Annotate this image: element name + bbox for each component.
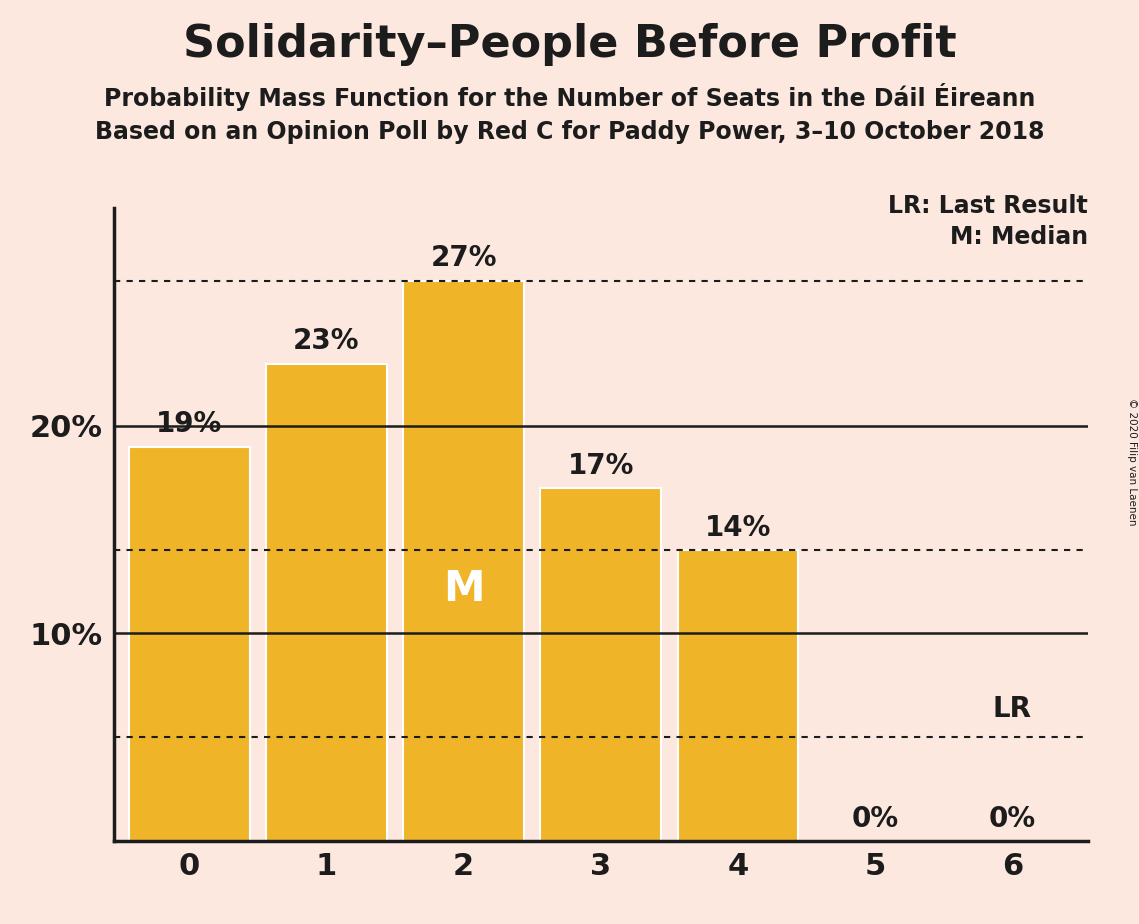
Text: M: Median: M: Median [950, 225, 1088, 249]
Text: Probability Mass Function for the Number of Seats in the Dáil Éireann: Probability Mass Function for the Number… [104, 83, 1035, 111]
Text: Based on an Opinion Poll by Red C for Paddy Power, 3–10 October 2018: Based on an Opinion Poll by Red C for Pa… [95, 120, 1044, 144]
Text: 14%: 14% [705, 514, 771, 542]
Text: 23%: 23% [293, 327, 360, 355]
Text: 0%: 0% [852, 805, 899, 833]
Bar [129, 446, 249, 841]
Bar [267, 363, 387, 841]
Bar [403, 281, 524, 841]
Bar [678, 551, 798, 841]
Bar [541, 488, 661, 841]
Text: M: M [443, 567, 484, 610]
Text: 17%: 17% [567, 452, 634, 480]
Text: 27%: 27% [431, 244, 497, 273]
Text: LR: LR [993, 695, 1032, 723]
Text: © 2020 Filip van Laenen: © 2020 Filip van Laenen [1126, 398, 1137, 526]
Text: 19%: 19% [156, 410, 222, 438]
Text: Solidarity–People Before Profit: Solidarity–People Before Profit [182, 23, 957, 67]
Text: LR: Last Result: LR: Last Result [888, 194, 1088, 218]
Text: 0%: 0% [989, 805, 1035, 833]
